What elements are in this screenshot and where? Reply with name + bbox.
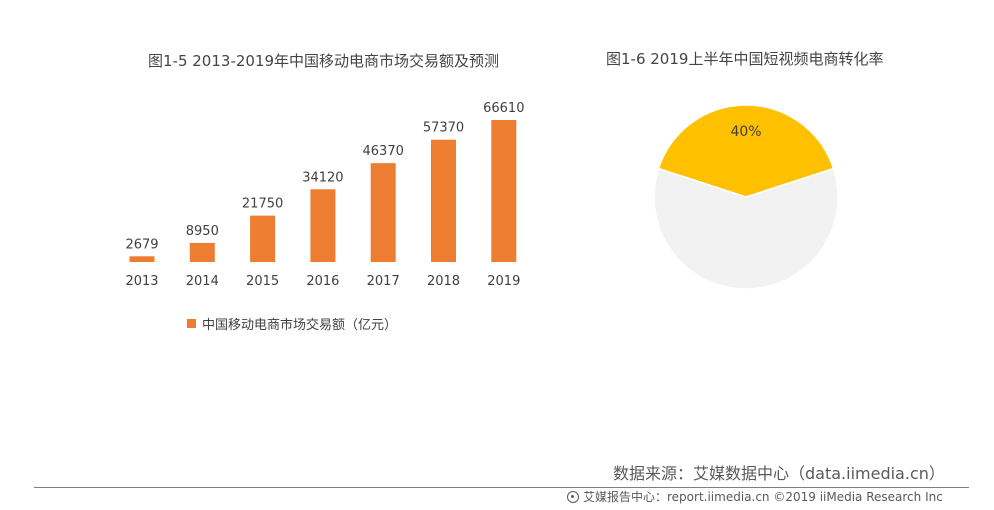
bar-chart-title: 图1-5 2013-2019年中国移动电商市场交易额及预测: [148, 52, 500, 70]
pie-slice-1: [657, 104, 835, 198]
data-label-2019: 66610: [483, 101, 524, 116]
x-tick-2019: 2019: [487, 274, 520, 289]
data-label-2016: 34120: [302, 170, 343, 185]
bar-2014: [189, 242, 215, 262]
x-tick-2014: 2014: [186, 274, 219, 289]
pie-slice-2: [653, 167, 839, 290]
x-tick-2017: 2017: [367, 274, 400, 289]
x-tick-2013: 2013: [125, 274, 158, 289]
footer-divider: [34, 487, 969, 488]
data-label-2017: 46370: [363, 144, 404, 159]
bar-2017: [370, 163, 396, 262]
bar-legend: 中国移动电商市场交易额（亿元）: [187, 314, 397, 333]
pie-chart-title: 图1-6 2019上半年中国短视频电商转化率: [606, 50, 884, 68]
iimedia-logo-icon: [567, 490, 579, 503]
bar-2016: [310, 189, 336, 262]
data-label-2013: 2679: [125, 237, 158, 252]
x-tick-2018: 2018: [427, 274, 460, 289]
pie-label-1: 40%: [730, 124, 761, 140]
footer-text: 艾媒报告中心：report.iimedia.cn ©2019 iiMedia R…: [583, 490, 943, 504]
footer: 艾媒报告中心：report.iimedia.cn ©2019 iiMedia R…: [567, 488, 943, 505]
data-source: 数据来源：艾媒数据中心（data.iimedia.cn）: [613, 464, 945, 483]
bar-2013: [129, 256, 155, 262]
data-label-2015: 21750: [242, 197, 283, 212]
bar-2018: [431, 139, 456, 262]
x-tick-2016: 2016: [306, 274, 339, 289]
data-label-2014: 8950: [186, 224, 219, 239]
legend-swatch: [187, 319, 196, 328]
data-label-2018: 57370: [423, 121, 464, 136]
bar-2019: [491, 120, 517, 262]
legend-label: 中国移动电商市场交易额（亿元）: [202, 318, 398, 333]
x-tick-2015: 2015: [246, 274, 279, 289]
bar-2015: [250, 215, 276, 262]
